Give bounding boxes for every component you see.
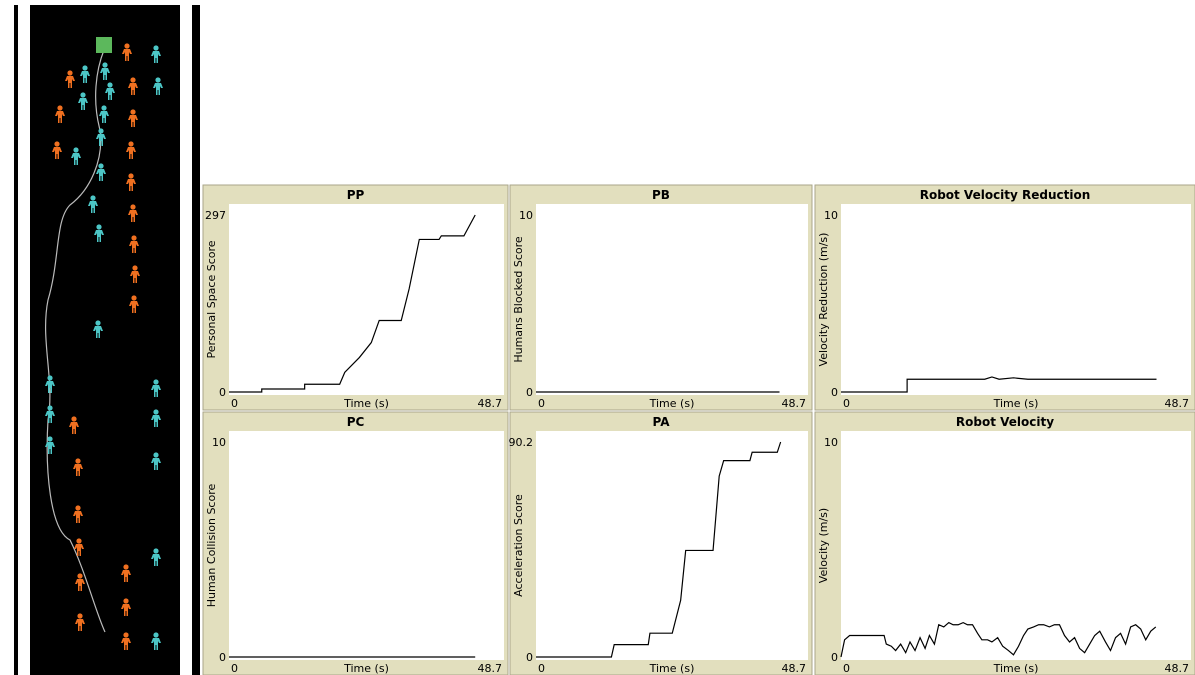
y-axis-label: Velocity Reduction (m/s) bbox=[817, 233, 830, 367]
x-axis-label: Time (s) bbox=[343, 662, 389, 675]
simulation-view bbox=[14, 5, 200, 675]
y-axis-label: Personal Space Score bbox=[205, 240, 218, 358]
plot-area bbox=[229, 431, 504, 660]
y-tick-label: 0 bbox=[219, 386, 226, 399]
y-tick-label: 10 bbox=[824, 209, 838, 222]
plot-area bbox=[536, 204, 808, 395]
wall bbox=[180, 5, 192, 675]
x-tick-label: 48.7 bbox=[782, 397, 807, 410]
plot-title: PA bbox=[653, 415, 671, 429]
x-tick-label: 48.7 bbox=[782, 662, 807, 675]
world bbox=[14, 5, 200, 675]
plot-panel: Robot Velocity 0 10 0 48.7 Time (s) Velocity (… bbox=[814, 411, 1195, 675]
data-line bbox=[840, 621, 1157, 658]
x-axis-label: Time (s) bbox=[649, 662, 695, 675]
y-tick-label: 0 bbox=[526, 386, 533, 399]
x-tick-label: 0 bbox=[538, 662, 545, 675]
x-axis-label: Time (s) bbox=[343, 397, 389, 410]
x-tick-label: 48.7 bbox=[478, 662, 503, 675]
plot-title: PP bbox=[347, 188, 365, 202]
y-tick-label: 10 bbox=[212, 436, 226, 449]
plot-panel: PA 0 90.2 0 48.7 Time (s) Acceleration Score bbox=[509, 411, 813, 675]
plot-area bbox=[229, 204, 504, 395]
x-axis-label: Time (s) bbox=[993, 662, 1039, 675]
plot-title: Robot Velocity bbox=[956, 415, 1054, 429]
y-tick-label: 0 bbox=[831, 386, 838, 399]
y-axis-label: Humans Blocked Score bbox=[512, 236, 525, 363]
wall bbox=[18, 5, 30, 675]
x-tick-label: 0 bbox=[231, 397, 238, 410]
plot-panel: Robot Velocity Reduction 0 10 0 48.7 Time (s)… bbox=[814, 184, 1195, 411]
x-axis-label: Time (s) bbox=[649, 397, 695, 410]
robot bbox=[96, 37, 112, 53]
plot-title: Robot Velocity Reduction bbox=[920, 188, 1091, 202]
x-tick-label: 48.7 bbox=[1165, 397, 1190, 410]
y-tick-label: 0 bbox=[526, 651, 533, 664]
x-tick-label: 0 bbox=[843, 397, 850, 410]
y-axis-label: Acceleration Score bbox=[512, 494, 525, 597]
plot-panel: PP 0 297 0 48.7 Time (s) Personal Space Score bbox=[202, 184, 509, 411]
plot-title: PC bbox=[347, 415, 365, 429]
data-line bbox=[841, 376, 1157, 393]
y-tick-label: 0 bbox=[219, 651, 226, 664]
x-tick-label: 0 bbox=[843, 662, 850, 675]
x-tick-label: 0 bbox=[538, 397, 545, 410]
y-tick-label: 0 bbox=[831, 651, 838, 664]
x-axis-label: Time (s) bbox=[993, 397, 1039, 410]
plot-area bbox=[841, 431, 1191, 660]
data-line bbox=[536, 441, 782, 658]
x-tick-label: 48.7 bbox=[1165, 662, 1190, 675]
plot-area bbox=[536, 431, 808, 660]
plot-title: PB bbox=[652, 188, 670, 202]
x-tick-label: 0 bbox=[231, 662, 238, 675]
x-tick-label: 48.7 bbox=[478, 397, 503, 410]
y-axis-label: Human Collision Score bbox=[205, 484, 218, 608]
y-tick-label: 297 bbox=[205, 209, 226, 222]
y-axis-label: Velocity (m/s) bbox=[817, 508, 830, 583]
plot-area bbox=[841, 204, 1191, 395]
y-tick-label: 10 bbox=[824, 436, 838, 449]
plot-panel: PB 0 10 0 48.7 Time (s) Humans Blocked Score bbox=[509, 184, 813, 411]
plot-panel: PC 0 10 0 48.7 Time (s) Human Collision Score bbox=[202, 411, 509, 675]
y-tick-label: 90.2 bbox=[509, 436, 534, 449]
y-tick-label: 10 bbox=[519, 209, 533, 222]
data-line bbox=[229, 214, 476, 393]
